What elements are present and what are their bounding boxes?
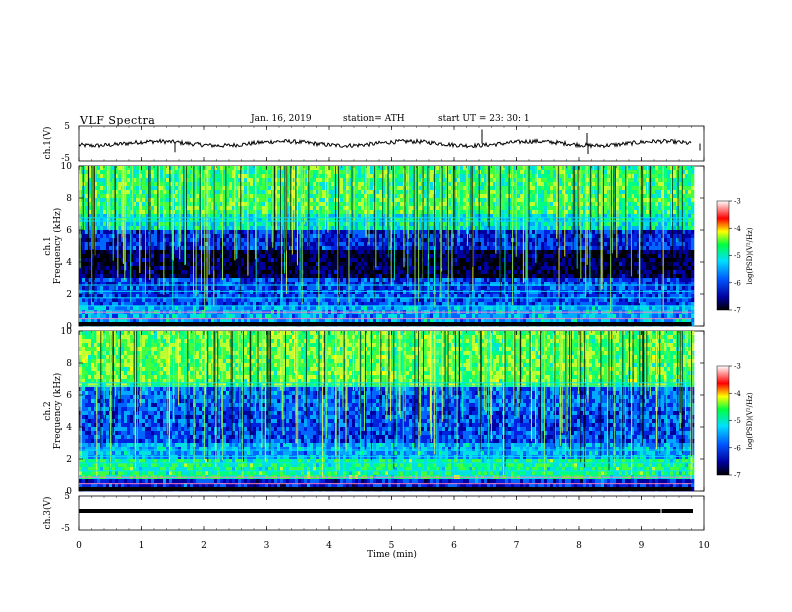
time-tick-label: 2 — [201, 541, 207, 551]
ch2-spectrogram — [79, 331, 695, 492]
colorbar-tick-label: -7 — [734, 307, 741, 315]
ch2-colorbar-label: log(PSD)(V²/Hz) — [746, 392, 754, 449]
ch1-colorbar: -3 -4 -5 -6 -7 log(PSD)(V²/Hz) — [716, 198, 754, 315]
freq-tick-label: 4 — [66, 423, 72, 433]
ch2-spec-channel-label: ch.2 — [43, 401, 53, 420]
freq-tick-label: 4 — [66, 258, 72, 268]
ch1-colorbar-label: log(PSD)(V²/Hz) — [746, 227, 754, 284]
colorbar-tick-label: -5 — [734, 252, 741, 260]
time-tick-label: 0 — [76, 541, 82, 551]
time-tick-label: 1 — [139, 541, 145, 551]
ch2-spectrogram-panel: 0 2 4 6 8 10 ch.2 Frequency (kHz) — [43, 327, 705, 497]
freq-tick-label: 2 — [66, 290, 72, 300]
time-tick-label: 9 — [639, 541, 645, 551]
colorbar-tick-label: -4 — [734, 225, 741, 233]
colorbar-tick-label: -6 — [734, 444, 741, 452]
ch1-spectrogram — [79, 166, 695, 327]
ch1-waveform-line — [78, 137, 692, 149]
colorbar-tick-label: -3 — [734, 198, 741, 206]
time-tick-label: 10 — [698, 541, 710, 551]
ch1-ytick-bottom: -5 — [61, 154, 70, 164]
time-tick-label: 3 — [264, 541, 270, 551]
ch1-spectrogram-panel: 0 2 4 6 8 10 ch.1 Frequency (kHz) — [43, 162, 705, 332]
ch3-waveform-line — [79, 509, 693, 513]
freq-tick-label: 10 — [61, 162, 73, 172]
colorbar-tick-label: -4 — [734, 390, 741, 398]
ch1-waveform-panel: 5 -5 ch.1(V) — [42, 122, 705, 164]
colorbar-tick-label: -7 — [734, 472, 741, 480]
start-time-label: start UT = 23: 30: 1 — [438, 114, 530, 124]
ch2-yticks: 0 2 4 6 8 10 — [61, 327, 704, 497]
ch3-ytick-bottom: -5 — [61, 524, 70, 534]
station-label: station= ATH — [343, 114, 405, 124]
freq-tick-label: 2 — [66, 455, 72, 465]
ch2-colorbar: -3 -4 -5 -6 -7 log(PSD)(V²/Hz) — [716, 363, 754, 480]
ch1-yticks: 0 2 4 6 8 10 — [61, 162, 704, 332]
freq-tick-label: 0 — [66, 487, 72, 497]
colorbar-tick-label: -3 — [734, 363, 741, 371]
colorbar-tick-label: -6 — [734, 279, 741, 287]
date-label: Jan. 16, 2019 — [251, 114, 312, 124]
chart-title: VLF Spectra — [80, 114, 156, 127]
time-tick-label: 4 — [326, 541, 332, 551]
freq-tick-label: 6 — [66, 226, 72, 236]
time-axis: 0 1 2 3 4 5 6 7 8 9 10 — [76, 126, 710, 551]
time-axis-label: Time (min) — [367, 549, 417, 560]
ch1-ytick-top: 5 — [64, 122, 70, 132]
ch3-waveform-panel: 5 -5 ch.3(V) — [42, 492, 705, 534]
ch1-spec-channel-label: ch.1 — [43, 236, 53, 255]
ch3-ytick-top: 5 — [64, 492, 70, 502]
freq-tick-label: 0 — [66, 322, 72, 332]
time-tick-label: 5 — [389, 541, 395, 551]
time-tick-label: 7 — [514, 541, 520, 551]
colorbar-tick-label: -5 — [734, 417, 741, 425]
freq-tick-label: 10 — [61, 327, 73, 337]
freq-tick-label: 8 — [66, 359, 72, 369]
ch2-spec-ylabel: Frequency (kHz) — [52, 373, 63, 450]
ch1-ylabel: ch.1(V) — [42, 127, 53, 160]
time-tick-label: 8 — [576, 541, 582, 551]
freq-tick-label: 6 — [66, 391, 72, 401]
ch1-waveform-spikes — [174, 129, 701, 154]
freq-tick-label: 8 — [66, 194, 72, 204]
ch3-ylabel: ch.3(V) — [42, 497, 53, 530]
ch1-spec-ylabel: Frequency (kHz) — [52, 208, 63, 285]
time-tick-label: 6 — [451, 541, 457, 551]
